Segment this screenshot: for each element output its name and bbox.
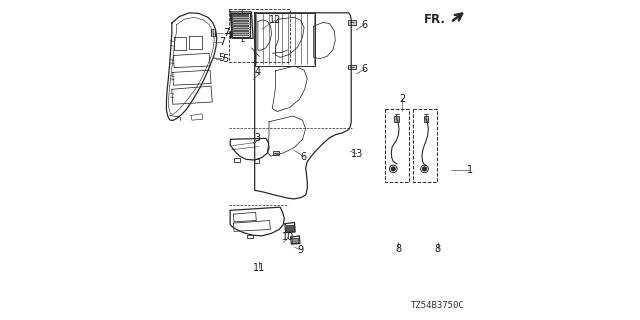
Bar [424, 116, 428, 122]
Bar [348, 20, 356, 25]
Bar [273, 151, 279, 155]
Bar [255, 13, 316, 66]
Text: 5: 5 [218, 53, 225, 63]
Text: 10: 10 [282, 232, 294, 242]
Bar [234, 158, 240, 162]
Text: 8: 8 [435, 244, 441, 254]
Circle shape [392, 167, 395, 171]
Text: 6: 6 [362, 20, 367, 29]
Text: 7: 7 [223, 28, 229, 37]
Circle shape [422, 167, 426, 171]
Text: 3: 3 [255, 133, 261, 143]
Text: FR.: FR. [424, 13, 446, 26]
Bar [286, 225, 294, 231]
Text: 7: 7 [219, 37, 225, 47]
Text: 6: 6 [300, 152, 307, 162]
Text: 8: 8 [395, 244, 401, 254]
Bar [229, 9, 290, 62]
Bar [385, 109, 409, 182]
Bar [394, 116, 399, 122]
Text: 4: 4 [255, 68, 261, 77]
Text: 13: 13 [351, 148, 363, 159]
Bar [292, 238, 298, 243]
Text: 12: 12 [269, 15, 281, 26]
Text: TZ54B3750C: TZ54B3750C [411, 301, 465, 310]
Text: 11: 11 [253, 263, 265, 273]
Bar [247, 235, 253, 238]
Text: 5: 5 [222, 54, 228, 64]
Bar [232, 14, 249, 36]
Text: 1: 1 [467, 164, 473, 174]
Bar [253, 159, 259, 163]
Text: 6: 6 [362, 64, 367, 74]
Text: 9: 9 [298, 245, 304, 255]
Bar [211, 29, 216, 36]
Bar [413, 109, 437, 182]
Bar [348, 65, 356, 69]
Text: 2: 2 [399, 94, 405, 104]
